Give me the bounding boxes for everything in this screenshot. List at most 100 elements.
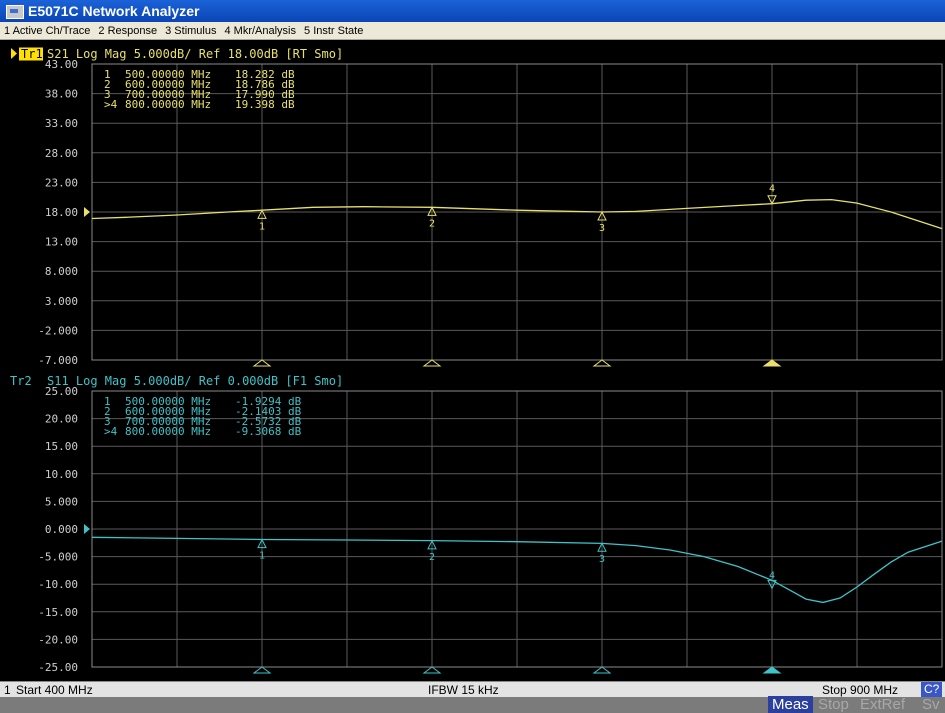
menu-mkr-analysis[interactable]: 4 Mkr/Analysis: [224, 25, 297, 37]
ch2-marker-readout-value: -9.3068 dB: [235, 425, 302, 438]
app-icon: [6, 5, 24, 19]
ch1-marker-readout-id: >4: [104, 98, 118, 111]
ch1-marker-label: 2: [429, 218, 435, 229]
status-bar: 1 Start 400 MHz IFBW 15 kHz Stop 900 MHz…: [0, 681, 945, 698]
softkey-bar: Meas Stop ExtRef Sv: [0, 696, 945, 713]
ch2-marker-readout-freq: 800.00000 MHz: [125, 425, 211, 438]
ch2-y-tick-label: -10.00: [38, 578, 78, 591]
status-stop[interactable]: Stop 900 MHz: [822, 683, 899, 697]
ch2-y-tick-label: -20.00: [38, 633, 78, 646]
menu-instr-state[interactable]: 5 Instr State: [304, 25, 364, 37]
ch1-marker-readout-value: 18.282 dB: [235, 68, 295, 81]
ch2-plot-frame: [91, 390, 943, 668]
ch1-marker-stimulus-icon[interactable]: [422, 359, 442, 367]
status-ifbw[interactable]: IFBW 15 kHz: [428, 683, 499, 697]
ch2-marker-icon[interactable]: [427, 539, 437, 550]
status-start[interactable]: Start 400 MHz: [16, 683, 93, 697]
ch1-marker-readout-freq: 700.00000 MHz: [125, 88, 211, 101]
ch1-y-tick-label: 43.00: [45, 58, 78, 71]
ch2-y-tick-label: -15.00: [38, 606, 78, 619]
menu-response[interactable]: 2 Response: [98, 25, 158, 37]
ch2-y-tick-label: 25.00: [45, 385, 78, 398]
ch1-marker-stimulus-icon[interactable]: [252, 359, 272, 367]
ch2-marker-readout-id: >4: [104, 425, 118, 438]
ch1-marker-label: 4: [769, 184, 775, 195]
ch1-plot-frame: [91, 63, 943, 361]
ch2-marker-label: 1: [259, 551, 265, 562]
menu-stimulus[interactable]: 3 Stimulus: [165, 25, 217, 37]
ch2-y-tick-label: 0.000: [45, 523, 78, 536]
ch2-marker-readout-value: -2.1403 dB: [235, 405, 302, 418]
ch2-marker-readout-id: 2: [104, 405, 111, 418]
ch1-marker-readout-freq: 800.00000 MHz: [125, 98, 211, 111]
ch2-marker-readout-id: 1: [104, 395, 111, 408]
ch1-marker-icon[interactable]: [257, 209, 267, 219]
plot-area[interactable]: Tr1 S21 Log Mag 5.000dB/ Ref 18.00dB [RT …: [0, 40, 945, 680]
ch1-y-tick-label: 13.00: [45, 236, 78, 249]
title-bar: E5071C Network Analyzer: [0, 0, 945, 22]
ch2-y-tick-label: 20.00: [45, 413, 78, 426]
ch2-marker-label: 2: [429, 552, 435, 563]
ch1-marker-readout-value: 18.786 dB: [235, 78, 295, 91]
ch2-ref-level-icon[interactable]: [84, 524, 90, 534]
ch2-marker-icon[interactable]: [597, 542, 607, 552]
cal-badge: C?: [921, 682, 943, 697]
ch2-y-tick-label: -25.00: [38, 661, 78, 674]
ch1-y-tick-label: 33.00: [45, 117, 78, 130]
ch1-marker-stimulus-icon[interactable]: [762, 359, 782, 367]
ch2-y-tick-label: 15.00: [45, 440, 78, 453]
ch1-y-tick-label: 8.000: [45, 265, 78, 278]
ch1-y-tick-label: 3.000: [45, 295, 78, 308]
ch2-marker-label: 4: [769, 570, 775, 581]
ch2-marker-icon[interactable]: [767, 579, 777, 590]
softkey-sv[interactable]: Sv: [922, 696, 940, 713]
ch1-y-tick-label: -2.000: [38, 324, 78, 337]
ch2-marker-stimulus-icon[interactable]: [592, 666, 612, 674]
softkey-extref[interactable]: ExtRef: [860, 696, 906, 713]
ch1-marker-readout-freq: 600.00000 MHz: [125, 78, 211, 91]
window-title: E5071C Network Analyzer: [28, 3, 200, 19]
ch1-y-tick-label: 38.00: [45, 88, 78, 101]
ch1-marker-readout-freq: 500.00000 MHz: [125, 68, 211, 81]
ch1-ref-level-icon[interactable]: [84, 207, 90, 217]
ch1-y-tick-label: 28.00: [45, 147, 78, 160]
ch1-trace-header: S21 Log Mag 5.000dB/ Ref 18.00dB [RT Smo…: [47, 47, 343, 61]
ch1-y-tick-label: -7.000: [38, 354, 78, 367]
ch1-active-arrow-icon: [11, 48, 17, 59]
ch1-marker-readout-id: 1: [104, 68, 111, 81]
softkey-meas[interactable]: Meas: [768, 696, 813, 713]
ch2-y-tick-label: 5.000: [45, 495, 78, 508]
ch2-marker-stimulus-icon[interactable]: [762, 666, 782, 674]
ch2-marker-icon[interactable]: [257, 538, 267, 549]
ch2-marker-label: 3: [599, 554, 605, 565]
ch1-marker-readout-id: 3: [104, 88, 111, 101]
ch1-marker-label: 1: [259, 221, 265, 232]
menu-bar: 1 Active Ch/Trace 2 Response 3 Stimulus 4 M…: [0, 22, 945, 40]
ch1-marker-stimulus-icon[interactable]: [592, 359, 612, 367]
ch1-marker-icon[interactable]: [597, 210, 607, 221]
ch1-trace-id[interactable]: Tr1: [21, 47, 43, 61]
ch2-marker-stimulus-icon[interactable]: [252, 666, 272, 674]
ch1-y-tick-label: 18.00: [45, 206, 78, 219]
ch2-y-tick-label: 10.00: [45, 468, 78, 481]
ch2-y-tick-label: -5.000: [38, 551, 78, 564]
ch2-marker-readout-freq: 600.00000 MHz: [125, 405, 211, 418]
ch2-trace-line: [91, 536, 943, 604]
channel-window[interactable]: Tr1 S21 Log Mag 5.000dB/ Ref 18.00dB [RT …: [0, 40, 945, 680]
ch1-marker-icon[interactable]: [767, 195, 777, 205]
ch1-marker-readout-id: 2: [104, 78, 111, 91]
ch2-trace-header: S11 Log Mag 5.000dB/ Ref 0.000dB [F1 Smo…: [47, 374, 343, 388]
softkey-stop[interactable]: Stop: [818, 696, 849, 713]
ch2-trace-id[interactable]: Tr2: [10, 374, 32, 388]
ch2-marker-stimulus-icon[interactable]: [422, 666, 442, 674]
ch2-marker-readout-value: -1.9294 dB: [235, 395, 302, 408]
ch1-marker-readout-value: 19.398 dB: [235, 98, 295, 111]
ch1-marker-label: 3: [599, 223, 605, 234]
ch2-marker-readout-freq: 500.00000 MHz: [125, 395, 211, 408]
ch1-marker-icon[interactable]: [427, 206, 437, 216]
ch1-marker-readout-value: 17.990 dB: [235, 88, 295, 101]
menu-active-ch-trace[interactable]: 1 Active Ch/Trace: [4, 25, 91, 37]
ch2-marker-readout-value: -2.5732 dB: [235, 415, 302, 428]
ch1-y-tick-label: 23.00: [45, 176, 78, 189]
ch1-trace-label-box: [19, 47, 43, 61]
